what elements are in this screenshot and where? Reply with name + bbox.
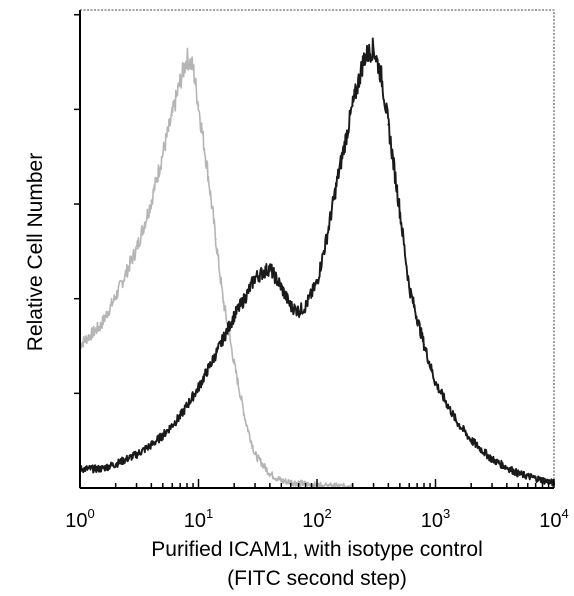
series-0-point: [135, 248, 138, 250]
series-1-point: [114, 463, 117, 465]
plot-frame: [79, 9, 555, 489]
series-1-point: [434, 381, 437, 384]
x-tick-label: 103: [421, 506, 450, 532]
series-1-point: [150, 444, 153, 446]
series-1-point: [470, 439, 473, 442]
series-1-point: [372, 47, 375, 50]
series-line-1: [79, 37, 555, 487]
series-0-point: [100, 324, 102, 327]
x-tick-label: 102: [302, 506, 331, 532]
series-1-point: [233, 315, 236, 317]
series-1-point: [316, 281, 318, 284]
series-1-point: [380, 76, 383, 78]
series-0-point: [161, 152, 164, 155]
series-0-point: [244, 420, 247, 422]
x-axis-title: Purified ICAM1, with isotype control: [151, 538, 482, 561]
series-1-point: [387, 123, 390, 126]
series-0-point: [179, 80, 182, 83]
series-1-point: [214, 353, 217, 356]
x-tick-label: 100: [65, 506, 94, 532]
series-1-point: [423, 343, 425, 346]
series-1-point: [135, 453, 138, 456]
series-0-point: [280, 479, 283, 482]
series-0-point: [233, 362, 236, 365]
y-axis-title: Relative Cell Number: [24, 153, 47, 351]
series-1-point: [297, 310, 300, 312]
series-0-point: [171, 114, 174, 117]
series-0-point: [207, 171, 209, 174]
series-1-point: [325, 238, 328, 241]
series-1-group: [79, 37, 555, 487]
series-1-point: [408, 286, 411, 289]
series-0-point: [221, 295, 224, 298]
x-tick-label: 101: [184, 506, 213, 532]
series-1-point: [363, 56, 366, 59]
series-0-point: [186, 56, 188, 59]
series-0-point: [114, 295, 117, 298]
series-0-group: [79, 47, 354, 488]
series-0-point: [268, 472, 271, 475]
series-1-point: [398, 209, 401, 212]
series-1-point: [161, 434, 164, 437]
series-1-point: [197, 386, 200, 389]
series-0-point: [197, 104, 200, 107]
series-1-point: [268, 267, 271, 269]
series-1-point: [337, 176, 339, 179]
x-axis-title-line2: (FITC second step): [227, 567, 407, 590]
series-1-point: [289, 305, 292, 308]
x-tick-label: 104: [539, 506, 568, 532]
series-0-point: [214, 238, 217, 241]
series-0-point: [192, 66, 195, 69]
series-1-point: [304, 305, 307, 308]
series-1-point: [455, 420, 458, 422]
series-1-point: [244, 295, 247, 298]
series-1-point: [491, 458, 493, 461]
series-1-point: [351, 104, 354, 107]
series-1-point: [179, 415, 182, 418]
series-line-0: [79, 47, 354, 488]
series-1-point: [100, 468, 102, 470]
series-1-point: [254, 276, 256, 279]
series-1-point: [517, 472, 520, 475]
series-0-point: [254, 453, 256, 456]
series-1-point: [280, 286, 283, 289]
series-0-point: [150, 200, 153, 203]
